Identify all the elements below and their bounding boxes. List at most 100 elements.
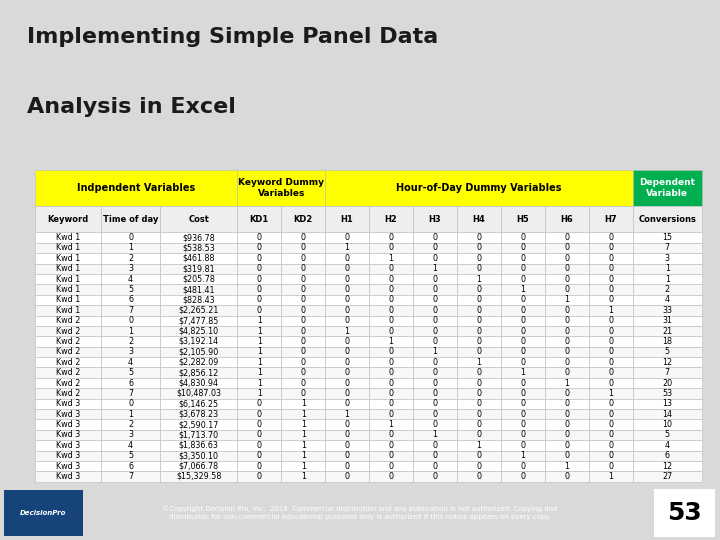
Text: Kwd 3: Kwd 3 xyxy=(56,441,80,450)
Text: 0: 0 xyxy=(389,285,394,294)
Bar xyxy=(633,357,702,367)
Bar xyxy=(325,295,369,305)
Text: 21: 21 xyxy=(662,327,672,335)
Text: 0: 0 xyxy=(345,254,350,263)
Text: 1: 1 xyxy=(477,357,482,367)
Text: 0: 0 xyxy=(389,244,394,253)
Text: 0: 0 xyxy=(608,285,613,294)
Text: 0: 0 xyxy=(301,368,306,377)
Bar xyxy=(413,420,457,430)
Bar xyxy=(4,490,83,536)
Text: 1: 1 xyxy=(301,462,306,470)
Text: 6: 6 xyxy=(665,451,670,460)
Text: 5: 5 xyxy=(128,451,133,460)
Bar xyxy=(413,471,457,482)
Text: 0: 0 xyxy=(521,420,526,429)
Text: 0: 0 xyxy=(257,306,261,315)
Bar xyxy=(413,399,457,409)
Bar xyxy=(413,430,457,440)
Text: 0: 0 xyxy=(608,462,613,470)
Text: 0: 0 xyxy=(433,233,438,242)
Text: $4,830.94: $4,830.94 xyxy=(179,379,219,388)
Bar xyxy=(501,461,545,471)
Text: 0: 0 xyxy=(521,233,526,242)
Bar xyxy=(102,326,160,336)
Text: 0: 0 xyxy=(257,420,261,429)
Text: 0: 0 xyxy=(433,254,438,263)
Text: 0: 0 xyxy=(257,285,261,294)
Text: $3,192.14: $3,192.14 xyxy=(179,337,219,346)
Bar xyxy=(369,336,413,347)
Text: Kwd 3: Kwd 3 xyxy=(56,462,80,470)
Text: 0: 0 xyxy=(608,254,613,263)
Bar xyxy=(35,409,102,420)
Bar xyxy=(282,243,325,253)
Bar xyxy=(413,326,457,336)
Text: 0: 0 xyxy=(564,368,570,377)
Text: $6,146.25: $6,146.25 xyxy=(179,399,219,408)
Bar xyxy=(237,264,282,274)
Text: Kwd 2: Kwd 2 xyxy=(55,327,80,335)
Text: DecisionPro: DecisionPro xyxy=(20,510,66,516)
Bar xyxy=(545,264,589,274)
Bar xyxy=(325,430,369,440)
Bar xyxy=(102,274,160,285)
Bar xyxy=(633,440,702,450)
Text: 1: 1 xyxy=(433,430,438,440)
Bar xyxy=(633,305,702,315)
Bar xyxy=(413,367,457,378)
Text: 0: 0 xyxy=(345,420,350,429)
Text: 1: 1 xyxy=(389,254,394,263)
Text: 0: 0 xyxy=(345,306,350,315)
Bar xyxy=(369,409,413,420)
Text: Dependent
Variable: Dependent Variable xyxy=(639,178,696,198)
Bar xyxy=(589,206,633,232)
Bar xyxy=(457,347,501,357)
Bar xyxy=(457,274,501,285)
Text: 3: 3 xyxy=(128,264,133,273)
Text: 0: 0 xyxy=(389,451,394,460)
Text: 1: 1 xyxy=(608,472,613,481)
Bar xyxy=(35,420,102,430)
Bar xyxy=(282,430,325,440)
Bar xyxy=(282,206,325,232)
Text: 0: 0 xyxy=(608,233,613,242)
Bar xyxy=(457,471,501,482)
Text: 0: 0 xyxy=(477,316,482,325)
Text: 3: 3 xyxy=(128,430,133,440)
Text: 0: 0 xyxy=(477,368,482,377)
Bar xyxy=(102,243,160,253)
Text: 0: 0 xyxy=(433,441,438,450)
Text: 0: 0 xyxy=(477,244,482,253)
Bar xyxy=(413,347,457,357)
Text: 0: 0 xyxy=(608,451,613,460)
Bar xyxy=(633,206,702,232)
Bar xyxy=(545,461,589,471)
Text: $7,066.78: $7,066.78 xyxy=(179,462,219,470)
Text: H3: H3 xyxy=(428,215,441,224)
Bar xyxy=(102,388,160,399)
Text: 0: 0 xyxy=(521,264,526,273)
Bar xyxy=(237,420,282,430)
Bar xyxy=(237,399,282,409)
Text: 2: 2 xyxy=(665,285,670,294)
Text: 31: 31 xyxy=(662,316,672,325)
Bar xyxy=(160,388,237,399)
Text: 1: 1 xyxy=(257,379,261,388)
Bar xyxy=(413,264,457,274)
Bar xyxy=(589,430,633,440)
Bar xyxy=(413,295,457,305)
Text: 7: 7 xyxy=(128,389,133,398)
Text: Hour-of-Day Dummy Variables: Hour-of-Day Dummy Variables xyxy=(396,183,562,193)
Text: 0: 0 xyxy=(564,389,570,398)
Text: 0: 0 xyxy=(345,399,350,408)
Bar xyxy=(237,440,282,450)
Bar xyxy=(282,378,325,388)
Text: 27: 27 xyxy=(662,472,672,481)
Bar xyxy=(545,440,589,450)
Text: Kwd 1: Kwd 1 xyxy=(56,295,80,305)
Bar xyxy=(501,305,545,315)
Bar xyxy=(633,461,702,471)
Text: 0: 0 xyxy=(433,357,438,367)
Bar xyxy=(35,336,102,347)
